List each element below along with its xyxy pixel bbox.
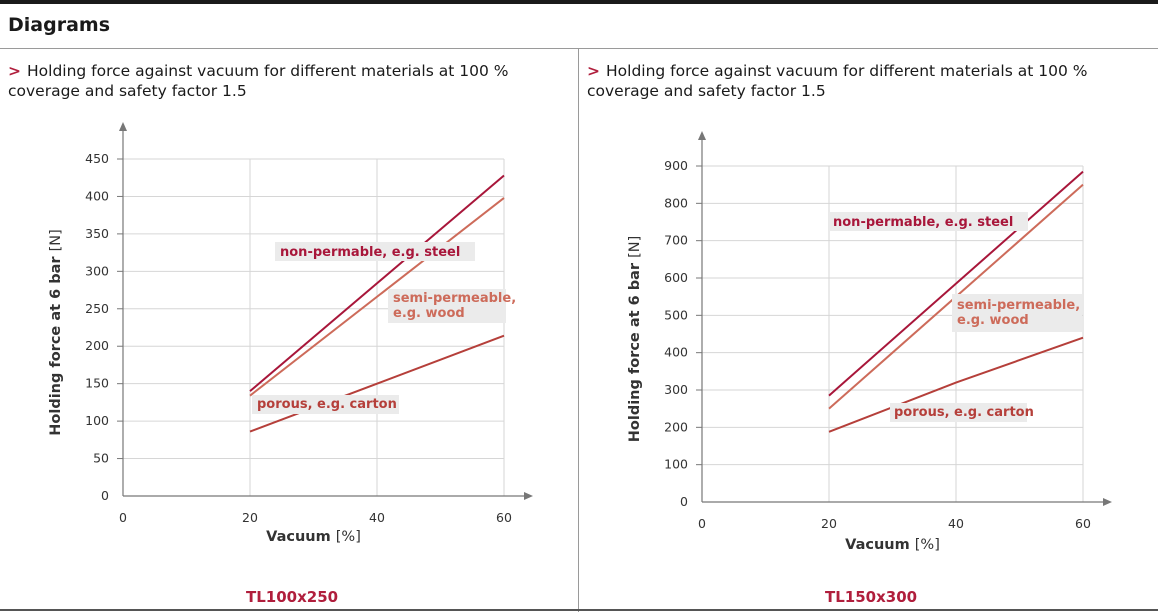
series-label-line: e.g. wood	[393, 306, 465, 321]
y-axis-title-unit: [N]	[48, 229, 64, 251]
x-axis-arrow	[1103, 498, 1112, 506]
y-tick-label: 300	[85, 263, 109, 278]
series-label-carton: porous, e.g. carton	[894, 405, 1034, 420]
series-label-bg	[829, 212, 1028, 231]
chart-tl150x300: 0 100 200 300 400 500 600 700 800 900 0 20 40 60 Vacuu…	[627, 131, 1112, 553]
model-label: TL100x250	[246, 588, 339, 606]
bottom-rule	[0, 609, 1158, 611]
x-axis-title: Vacuum [%]	[845, 537, 940, 553]
y-tick-label: 700	[664, 233, 688, 248]
caption-marker: >	[8, 62, 21, 80]
series-label-steel: non-permable, e.g. steel	[280, 245, 460, 260]
diagram-panel-left: > Holding force against vacuum for differ…	[0, 49, 578, 609]
x-tick-label: 60	[1075, 516, 1091, 531]
y-axis-arrow	[698, 131, 706, 140]
x-tick-label: 20	[821, 516, 837, 531]
x-axis-title-unit: [%]	[915, 537, 940, 553]
y-tick-label: 600	[664, 270, 688, 285]
y-tick-label: 250	[85, 301, 109, 316]
caption-text: Holding force against vacuum for differe…	[587, 62, 1088, 100]
x-axis-title: Vacuum [%]	[266, 529, 361, 545]
panel-divider	[578, 49, 579, 612]
y-axis-title-text: Holding force at 6 bar	[627, 258, 643, 442]
series-label-bg	[252, 395, 399, 414]
y-axis-arrow	[119, 122, 127, 131]
y-tick-label: 400	[85, 188, 109, 203]
x-tick-label: 0	[698, 516, 706, 531]
series-label-line: e.g. wood	[957, 313, 1029, 328]
y-tick-label: 900	[664, 158, 688, 173]
y-tick-label: 0	[101, 488, 109, 503]
series-label-line: semi-permeable,	[393, 291, 516, 306]
x-tick-label: 0	[119, 510, 127, 525]
y-tick-label: 400	[664, 345, 688, 360]
y-tick-label: 150	[85, 376, 109, 391]
series-label-bg	[275, 242, 475, 261]
x-tick-label: 20	[242, 510, 258, 525]
series-line-carton	[249, 334, 505, 433]
diagram-caption: > Holding force against vacuum for differ…	[8, 61, 573, 101]
y-tick-label: 350	[85, 226, 109, 241]
x-tick-label: 60	[496, 510, 512, 525]
series-line-carton	[828, 336, 1084, 433]
y-axis-title-text: Holding force at 6 bar	[48, 251, 64, 435]
series-label-bg	[952, 294, 1082, 332]
y-tick-label: 200	[664, 419, 688, 434]
x-tick-label: 40	[369, 510, 385, 525]
series-label-wood: semi-permeable, e.g. wood	[957, 298, 1080, 328]
series-label-bg	[388, 289, 506, 323]
y-tick-label: 300	[664, 382, 688, 397]
y-axis-title: Holding force at 6 bar [N]	[48, 229, 64, 436]
section-title: Diagrams	[8, 14, 111, 36]
x-axis-title-unit: [%]	[336, 529, 361, 545]
diagram-panel-right: > Holding force against vacuum for differ…	[579, 49, 1158, 609]
x-axis-title-text: Vacuum	[266, 529, 336, 545]
x-tick-label: 40	[948, 516, 964, 531]
series-label-bg	[890, 403, 1027, 422]
y-tick-label: 200	[85, 338, 109, 353]
title-divider	[0, 48, 1158, 49]
series-line-steel	[249, 174, 505, 392]
x-axis-title-text: Vacuum	[845, 537, 915, 553]
series-line-wood	[249, 197, 505, 397]
series-label-line: semi-permeable,	[957, 298, 1080, 313]
y-tick-label: 500	[664, 307, 688, 322]
caption-text: Holding force against vacuum for differe…	[8, 62, 509, 100]
y-tick-label: 50	[93, 451, 109, 466]
y-axis-title: Holding force at 6 bar [N]	[627, 236, 643, 443]
diagram-caption: > Holding force against vacuum for differ…	[587, 61, 1152, 101]
series-label-wood: semi-permeable, e.g. wood	[393, 291, 516, 321]
y-tick-label: 800	[664, 195, 688, 210]
series-line-steel	[828, 170, 1084, 397]
caption-marker: >	[587, 62, 600, 80]
y-tick-label: 100	[85, 413, 109, 428]
model-label: TL150x300	[825, 588, 918, 606]
series-label-steel: non-permable, e.g. steel	[833, 215, 1013, 230]
x-axis-arrow	[524, 492, 533, 500]
top-rule	[0, 0, 1158, 4]
y-axis-title-unit: [N]	[627, 236, 643, 258]
chart-tl100x250: 0 50 100 150 200 250 300 350 400 450 0 20 40 60 Vacuum…	[48, 122, 533, 545]
y-tick-label: 100	[664, 457, 688, 472]
y-tick-label: 450	[85, 151, 109, 166]
series-label-carton: porous, e.g. carton	[257, 397, 397, 412]
y-tick-label: 0	[680, 494, 688, 509]
